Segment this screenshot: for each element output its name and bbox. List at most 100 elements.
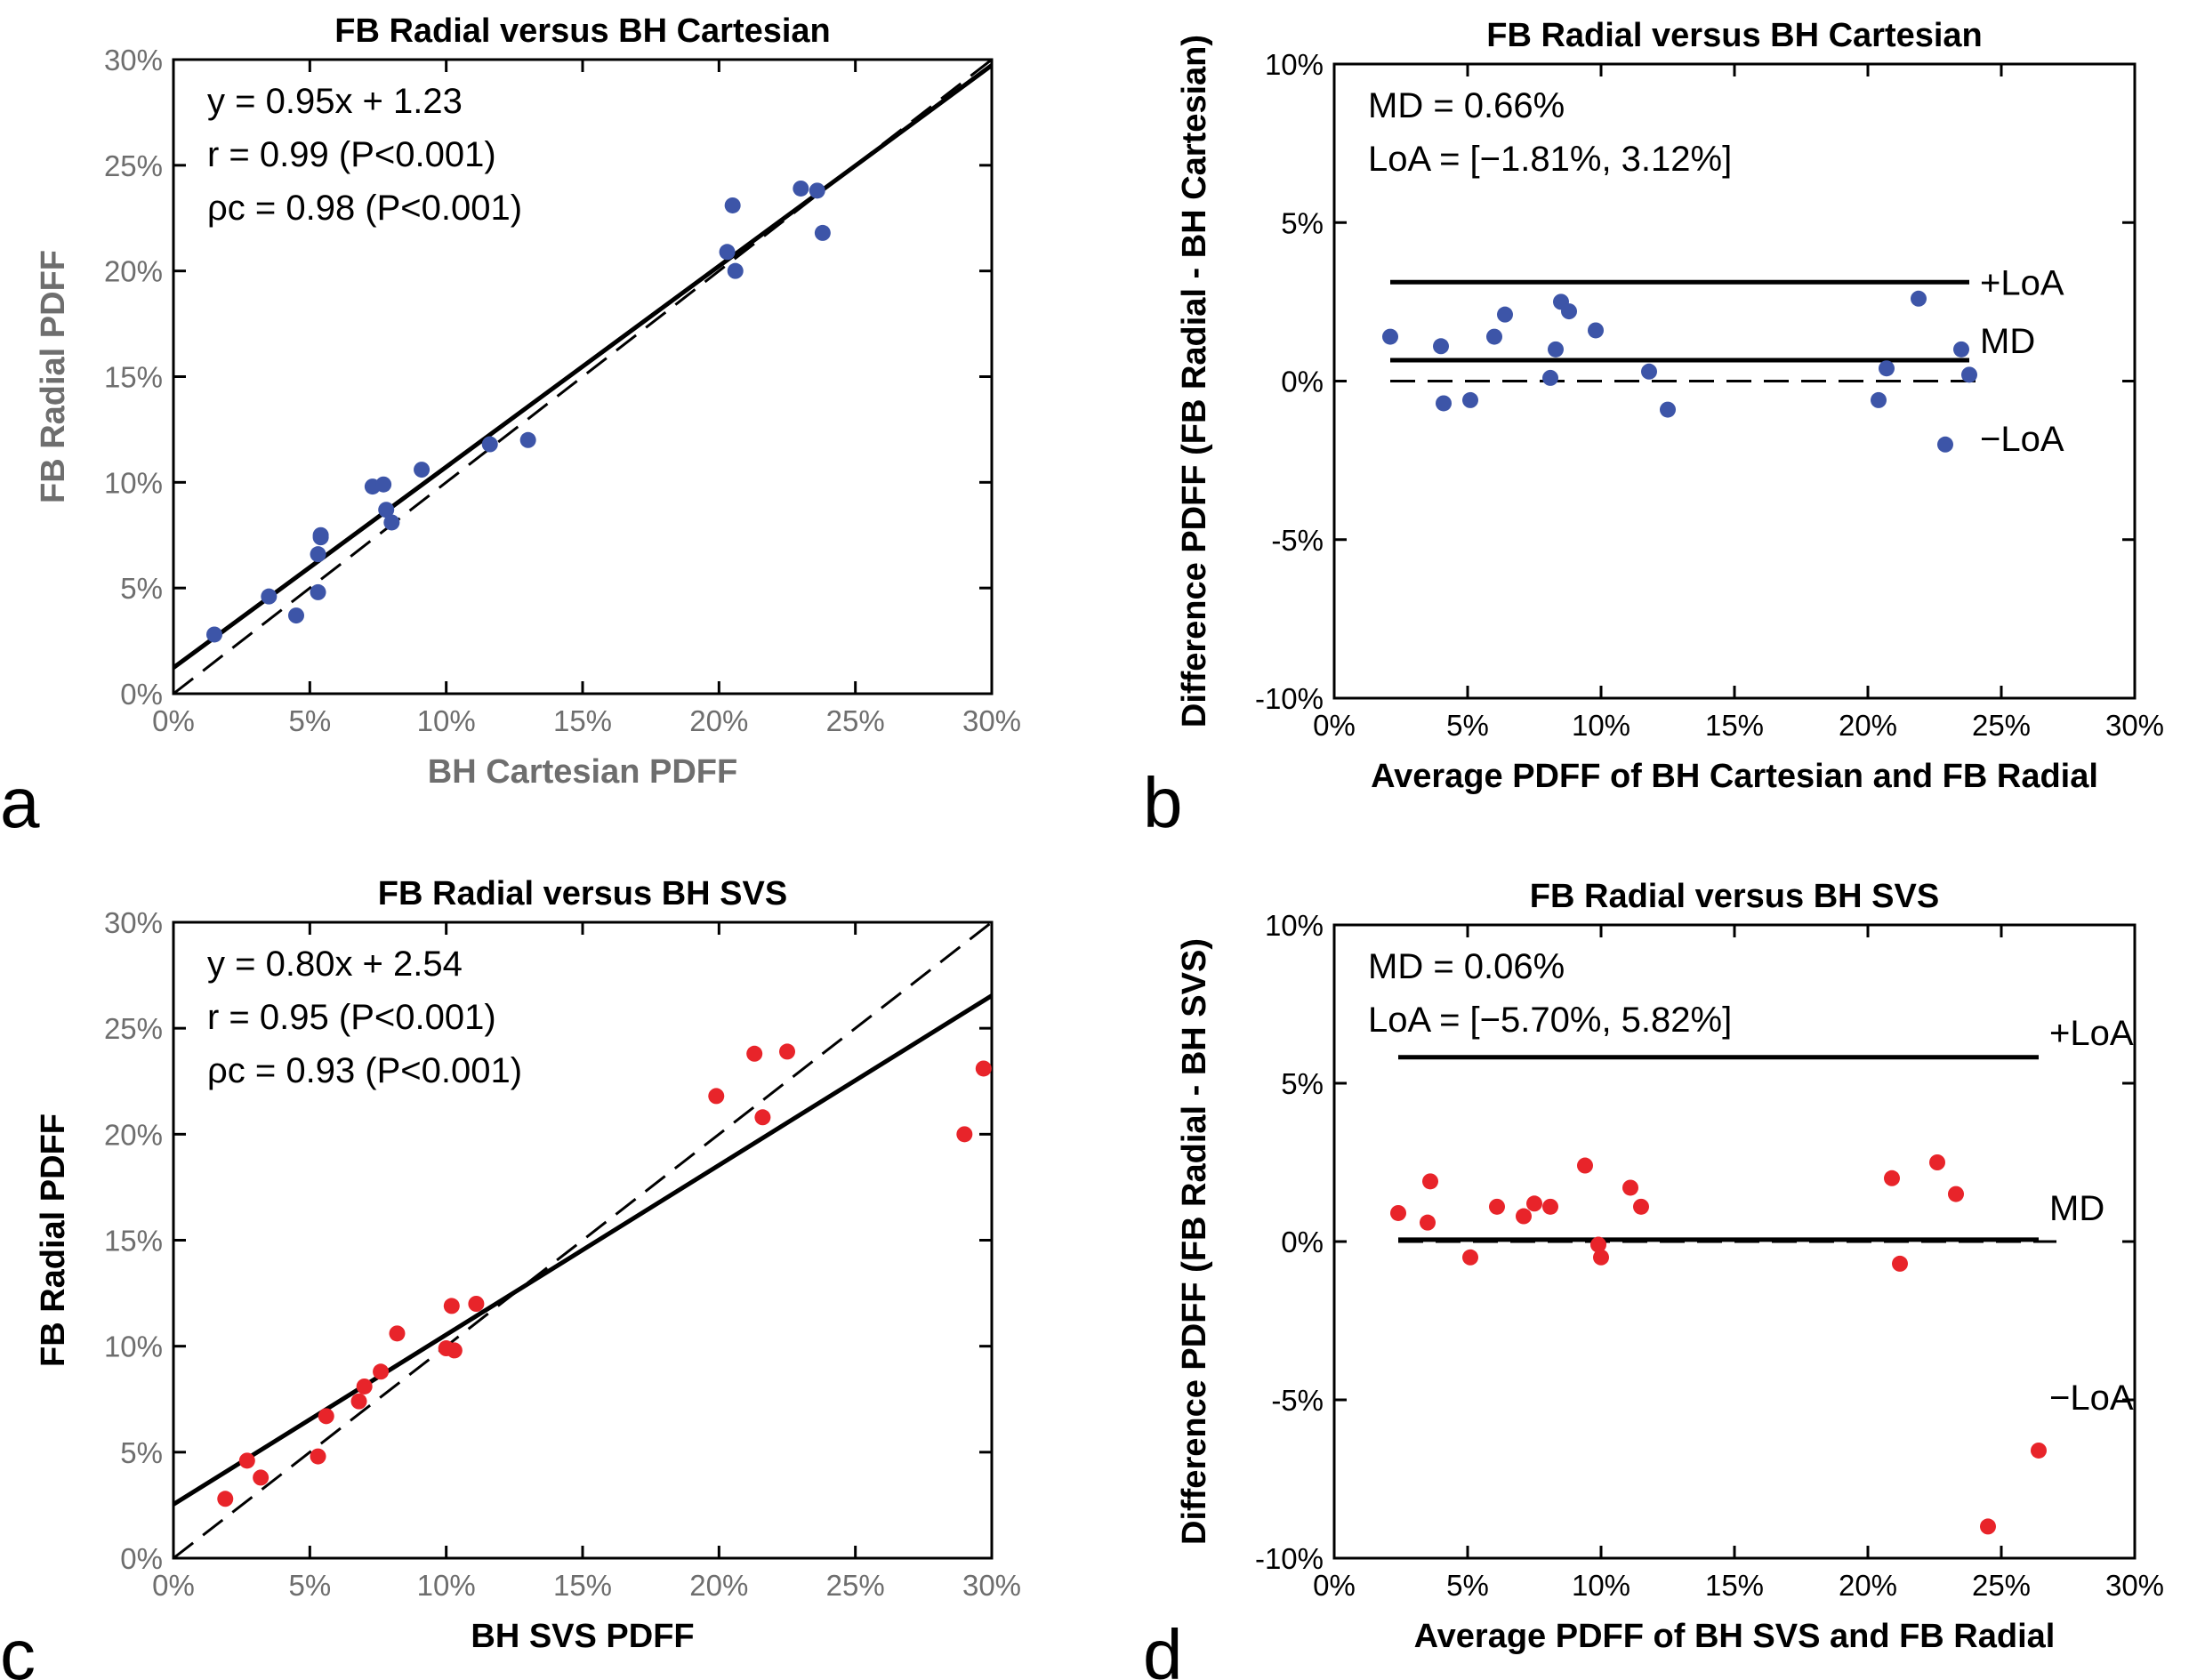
panel-d-data-point (1422, 1173, 1438, 1190)
panel-c-xlabel: BH SVS PDFF (471, 1618, 694, 1655)
panel-c-data-point (956, 1126, 973, 1143)
panel-c-xtick-label: 15% (553, 1569, 612, 1602)
panel-c-stat-line: ρc = 0.93 (P<0.001) (207, 1051, 522, 1090)
panel-d-xlabel: Average PDFF of BH SVS and FB Radial (1414, 1618, 2056, 1655)
panel-d-ytick-label: -5% (1271, 1384, 1324, 1417)
panel-c-data-point (975, 1060, 992, 1077)
panel-c-data-point (446, 1342, 463, 1359)
panel-b-data-point (1871, 391, 1887, 408)
panel-b-data-point (1433, 338, 1449, 355)
panel-a-ylabel: FB Radial PDFF (35, 250, 72, 503)
panel-a-xtick-label: 30% (962, 704, 1021, 737)
panel-c-letter: c (0, 1615, 36, 1680)
panel-d-ytick-label: -10% (1255, 1542, 1324, 1575)
panel-d-upper-loa-label: +LoA (2049, 1014, 2134, 1053)
panel-d-stat-line: MD = 0.06% (1368, 947, 1565, 986)
panel-b-data-point (1548, 341, 1564, 358)
panel-d-ytick-label: 0% (1281, 1226, 1324, 1258)
panel-a-data-point (519, 431, 536, 448)
panel-c-data-point (443, 1298, 460, 1314)
panel-d-md-label: MD (2049, 1189, 2104, 1228)
panel-d-xtick-label: 15% (1705, 1569, 1764, 1602)
panel-d-data-point (1462, 1249, 1478, 1266)
panel-c-regression-line (172, 993, 994, 1507)
panel-c-data-point (310, 1448, 326, 1465)
panel-d-data-point (2031, 1442, 2047, 1459)
panel-a-stat-line: y = 0.95x + 1.23 (207, 82, 463, 121)
panel-b-xtick-label: 30% (2105, 709, 2164, 742)
panel-a-ytick-label: 30% (104, 44, 163, 76)
panel-b-md-label: MD (1980, 322, 2035, 361)
panel-a-stat-line: r = 0.99 (P<0.001) (207, 135, 496, 174)
panel-d-ytick-label: 5% (1281, 1067, 1324, 1100)
panel-a-data-point (481, 436, 498, 453)
panel-d-xtick-label: 10% (1572, 1569, 1630, 1602)
panel-c-data-point (350, 1393, 367, 1410)
panel-c-ytick-label: 10% (104, 1330, 163, 1363)
panel-c-ytick-label: 30% (104, 906, 163, 939)
panel-c-data-point (318, 1408, 334, 1425)
panel-d-data-point (1948, 1186, 1964, 1202)
panel-c-stat-line: y = 0.80x + 2.54 (207, 944, 463, 984)
panel-d-xtick-label: 0% (1313, 1569, 1356, 1602)
panel-c-data-point (779, 1043, 795, 1060)
panel-b-data-point (1382, 328, 1398, 345)
panel-a-data-point (814, 224, 831, 241)
panel-a-xtick-label: 5% (288, 704, 331, 737)
panel-d-xtick-label: 20% (1839, 1569, 1897, 1602)
panel-c-data-point (468, 1296, 485, 1312)
panel-a-data-point (724, 197, 741, 213)
panel-d-xtick-label: 30% (2105, 1569, 2164, 1602)
panel-d-data-point (1622, 1179, 1638, 1196)
panel-d-data-point (1526, 1195, 1542, 1212)
panel-c-data-point (217, 1491, 234, 1507)
panel-b-xtick-label: 0% (1313, 709, 1356, 742)
panel-c-data-point (238, 1452, 255, 1469)
panel-a-regression-line (172, 63, 994, 670)
panel-c-data-point (253, 1469, 270, 1486)
panel-d-xtick-label: 25% (1972, 1569, 2031, 1602)
panel-b-stat-line: LoA = [−1.81%, 3.12%] (1368, 140, 1732, 179)
panel-b-title: FB Radial versus BH Cartesian (1486, 17, 1983, 54)
panel-b-xtick-label: 15% (1705, 709, 1764, 742)
panel-a-title: FB Radial versus BH Cartesian (334, 12, 831, 50)
panel-a-ytick-label: 0% (120, 678, 163, 711)
panel-c-xtick-label: 30% (962, 1569, 1021, 1602)
panel-a-data-point (793, 180, 809, 197)
panel-b-xtick-label: 20% (1839, 709, 1897, 742)
panel-c-xtick-label: 25% (826, 1569, 885, 1602)
panel-a-stat-line: ρc = 0.98 (P<0.001) (207, 189, 522, 228)
panel-c-data-point (754, 1109, 771, 1126)
panel-a-xtick-label: 0% (152, 704, 195, 737)
panel-a-xtick-label: 10% (417, 704, 476, 737)
panel-a-data-point (378, 502, 395, 518)
panel-c-ytick-label: 5% (120, 1436, 163, 1469)
panel-b-lower-loa-label: −LoA (1980, 420, 2064, 459)
panel-b-ylabel: Difference PDFF (FB Radial - BH Cartesia… (1176, 35, 1213, 727)
panel-c-ytick-label: 20% (104, 1118, 163, 1151)
panel-b-data-point (1660, 401, 1676, 418)
panel-b-data-point (1497, 306, 1513, 323)
panel-c-data-point (746, 1045, 763, 1062)
panel-c-identity-line (173, 920, 993, 1560)
panel-d-data-point (1489, 1198, 1505, 1215)
panel-a-data-point (719, 244, 736, 261)
panel-a-ytick-label: 15% (104, 361, 163, 394)
panel-b-ytick-label: 0% (1281, 366, 1324, 398)
panel-b-ytick-label: 10% (1265, 48, 1324, 81)
panel-c-stat-line: r = 0.95 (P<0.001) (207, 998, 496, 1037)
panel-d-xtick-label: 5% (1446, 1569, 1489, 1602)
panel-c-data-point (708, 1088, 725, 1105)
panel-c-xtick-label: 10% (417, 1569, 476, 1602)
panel-a-xtick-label: 20% (689, 704, 748, 737)
panel-d-data-point (1542, 1198, 1558, 1215)
panel-b-letter: b (1143, 763, 1183, 842)
panel-c-data-point (356, 1378, 373, 1395)
panel-a-xtick-label: 25% (826, 704, 885, 737)
panel-d-title: FB Radial versus BH SVS (1530, 878, 1939, 915)
panel-d-data-point (1929, 1154, 1945, 1170)
panel-b-ytick-label: -10% (1255, 682, 1324, 715)
panel-b-data-point (1953, 341, 1969, 358)
panel-b-xtick-label: 10% (1572, 709, 1630, 742)
